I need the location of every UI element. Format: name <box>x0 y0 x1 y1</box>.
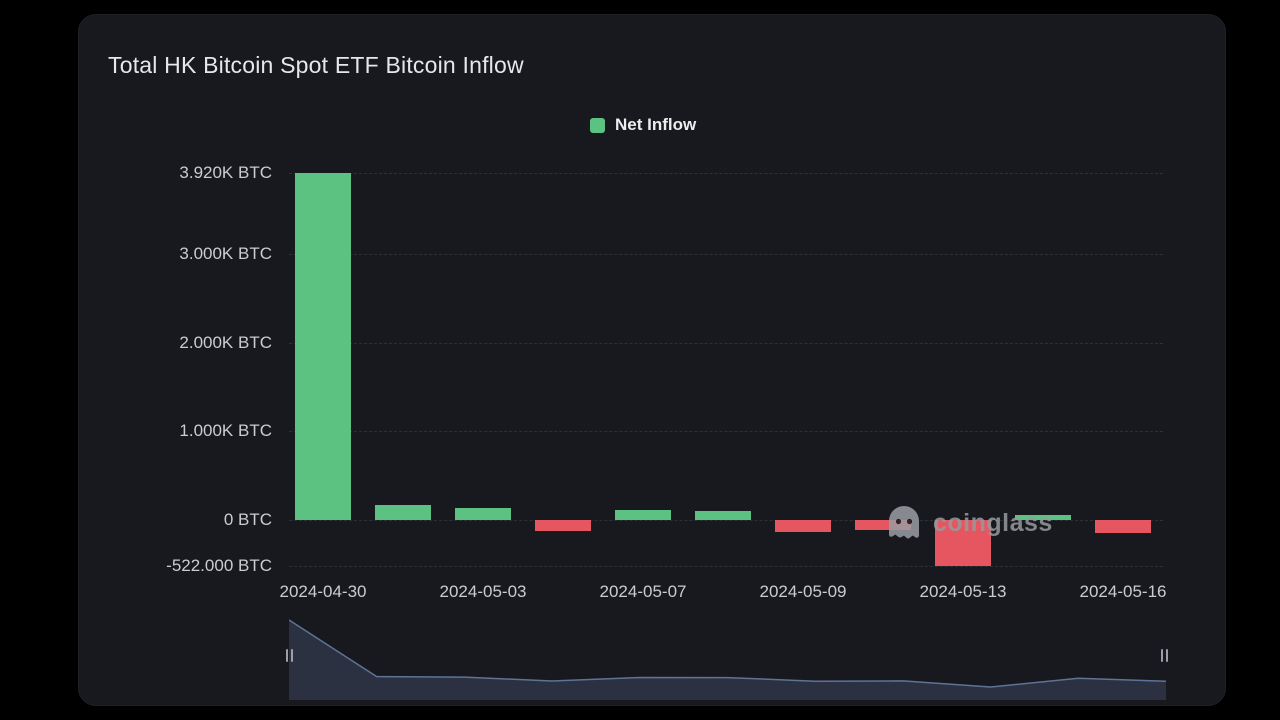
handle-grip <box>1165 648 1168 662</box>
x-axis-label: 2024-05-16 <box>1079 582 1167 601</box>
navigator-minimap[interactable] <box>289 616 1166 701</box>
handle-grip <box>290 648 293 662</box>
legend-swatch-icon <box>590 117 605 133</box>
navigator-line <box>289 619 1166 688</box>
y-axis-label: 0 BTC <box>223 510 272 529</box>
y-axis-label: 1.000K BTC <box>179 421 272 441</box>
y-axis-label: 3.920K BTC <box>179 163 272 182</box>
legend-label: Net Inflow <box>615 115 697 134</box>
bar-2024-05-14[interactable] <box>1015 515 1071 520</box>
bar-2024-05-10[interactable] <box>855 520 911 531</box>
y-gridline <box>289 254 1163 256</box>
legend-item-net-inflow[interactable]: Net Inflow <box>590 115 696 135</box>
handle-grip <box>285 648 288 662</box>
y-gridline <box>289 520 1163 521</box>
y-gridline <box>289 342 1163 344</box>
handle-grip <box>1160 648 1163 662</box>
bar-2024-04-30[interactable] <box>295 173 351 520</box>
bar-2024-05-03[interactable] <box>455 508 511 520</box>
x-axis-label: 2024-05-13 <box>919 582 1007 601</box>
y-gridline <box>289 431 1163 433</box>
navigator-area <box>289 620 1166 700</box>
bar-2024-05-13[interactable] <box>935 520 991 567</box>
bar-2024-05-07[interactable] <box>615 510 671 520</box>
y-axis-label: 2.000K BTC <box>179 332 272 352</box>
chart-card <box>78 14 1226 706</box>
chart-title: Total HK Bitcoin Spot ETF Bitcoin Inflow <box>108 52 524 78</box>
y-gridline <box>289 566 1163 568</box>
x-axis-label: 2024-05-07 <box>599 582 687 601</box>
bar-2024-05-16[interactable] <box>1095 520 1151 533</box>
x-axis-label: 2024-04-30 <box>279 582 367 601</box>
bar-2024-05-09[interactable] <box>775 520 831 532</box>
y-axis-label: -522.000 BTC <box>166 556 272 576</box>
bar-2024-05-02[interactable] <box>375 504 431 520</box>
y-gridline <box>289 173 1163 174</box>
navigator-handle-left[interactable] <box>283 647 295 663</box>
y-axis-label: 3.000K BTC <box>179 244 272 264</box>
bar-2024-05-06[interactable] <box>535 520 591 532</box>
bar-2024-05-08[interactable] <box>695 511 751 520</box>
x-axis-label: 2024-05-09 <box>759 582 847 601</box>
navigator-handle-right[interactable] <box>1158 647 1170 663</box>
x-axis-label: 2024-05-03 <box>439 582 527 601</box>
